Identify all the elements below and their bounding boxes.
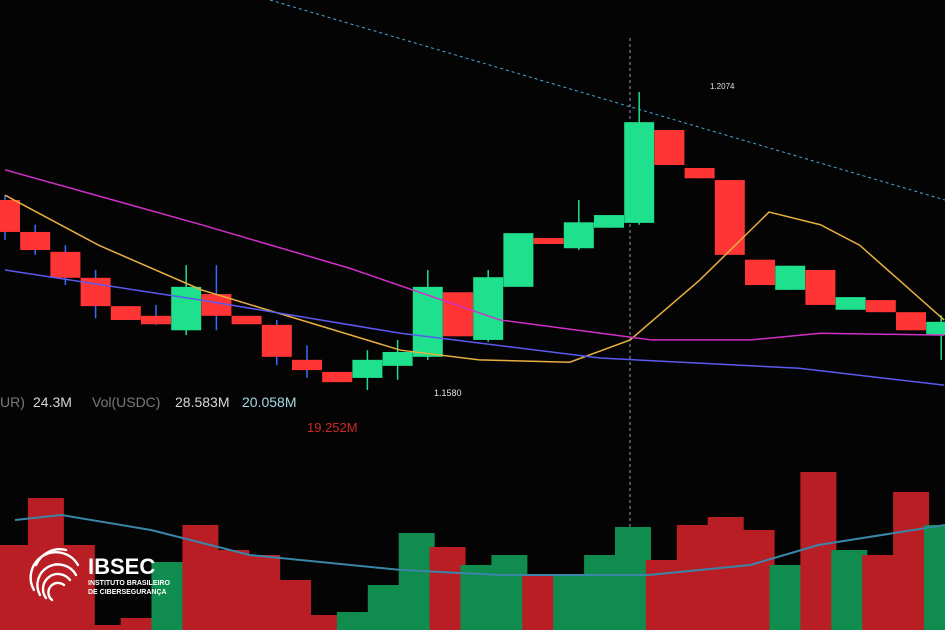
logo-name: IBSEC	[88, 554, 155, 579]
candle-body	[20, 231, 51, 251]
candle-body	[865, 300, 896, 313]
volume-bar	[738, 530, 775, 630]
candle-body	[0, 199, 20, 232]
volume-bar	[244, 555, 281, 630]
candle-body	[684, 168, 715, 179]
volume-bar	[893, 492, 930, 630]
candle-body	[110, 306, 141, 321]
volume-bar	[831, 550, 868, 630]
info-value: 24.3M	[33, 394, 72, 410]
volume-bar	[58, 545, 95, 630]
volume-bar	[89, 625, 126, 630]
candle-body	[171, 286, 202, 331]
info-bar: UR) 24.3M Vol(USDC) 28.583M 20.058M 19.2…	[0, 394, 358, 435]
candle-body	[805, 269, 836, 305]
volume-bar	[213, 550, 250, 630]
high-label: 1.2074	[710, 82, 735, 91]
info-value: 20.058M	[242, 394, 296, 410]
moving-average	[4, 269, 945, 386]
volume-bar	[645, 560, 682, 630]
candle-body	[231, 315, 262, 325]
candle-body	[775, 265, 806, 290]
volume-bar	[491, 555, 528, 630]
info-value: 19.252M	[307, 420, 358, 435]
volume-bar	[800, 472, 837, 630]
candle-body	[594, 215, 624, 228]
low-label: 1.1580	[434, 388, 462, 398]
volume-bar	[769, 565, 806, 630]
candle-body	[714, 180, 745, 255]
candle-body	[835, 297, 866, 310]
logo: IBSEC INSTITUTO BRASILEIRO DE CIBERSEGUR…	[29, 548, 170, 602]
volume-bar	[460, 565, 497, 630]
volume-bar	[615, 527, 651, 630]
candle-body	[201, 294, 232, 316]
candle-body	[322, 371, 353, 383]
candle-body	[352, 359, 383, 378]
volume-bar	[367, 585, 404, 630]
candle-body	[745, 259, 775, 286]
candle-body	[533, 237, 564, 245]
volume-bar	[182, 525, 219, 630]
info-value: 28.583M	[175, 394, 229, 410]
volume-bar	[151, 562, 188, 630]
volume-bar	[924, 525, 945, 630]
candle-body	[412, 286, 443, 357]
moving-average	[4, 194, 945, 364]
logo-icon	[29, 548, 80, 602]
candle-body	[503, 233, 534, 287]
candle-body	[926, 321, 945, 336]
info-label: Vol(USDC)	[92, 394, 160, 410]
volume-bar	[306, 615, 342, 630]
candle-body	[654, 130, 685, 165]
volume-average	[14, 513, 945, 576]
candle-body	[563, 222, 594, 249]
candle-body	[624, 122, 655, 223]
info-label: UR)	[0, 394, 25, 410]
candle-body	[50, 251, 81, 278]
volume-bar	[429, 547, 466, 630]
candle-body	[141, 315, 171, 325]
candle-body	[473, 277, 504, 340]
volume-bar	[676, 525, 713, 630]
moving-average	[4, 169, 945, 341]
volume-bar	[522, 575, 559, 630]
volume-bar	[275, 580, 312, 630]
volume-bar	[398, 533, 435, 630]
logo-line: INSTITUTO BRASILEIRO	[88, 580, 170, 587]
candle-body	[896, 312, 926, 331]
volume-bar	[336, 612, 373, 630]
candle-body	[443, 292, 473, 337]
candle-body	[292, 359, 322, 371]
volume-bar	[862, 555, 899, 630]
candle-body	[261, 324, 292, 357]
volume-bar	[584, 555, 621, 630]
volume-bar	[707, 517, 744, 630]
volume-bar	[553, 575, 590, 630]
logo-line: DE CIBERSEGURANÇA	[88, 589, 167, 596]
candle-body	[382, 351, 413, 366]
volume-bar	[120, 618, 157, 630]
volume-bar	[0, 545, 33, 630]
price-panel	[0, 92, 945, 390]
volume-panel	[0, 472, 945, 630]
